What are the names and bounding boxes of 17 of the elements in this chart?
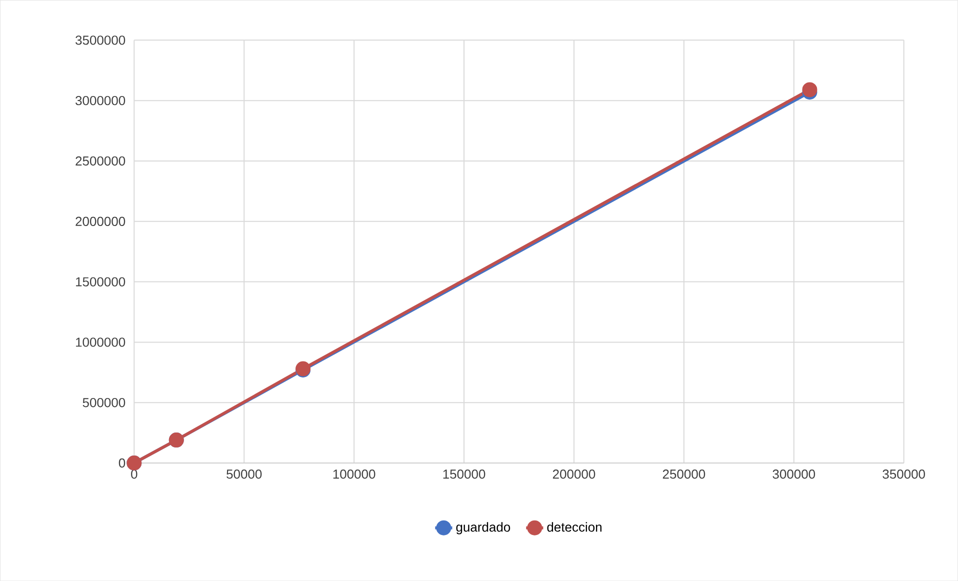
y-tick-label: 3500000 xyxy=(76,36,126,45)
y-tick-label: 1000000 xyxy=(76,338,126,347)
x-tick-label: 150000 xyxy=(443,469,486,479)
x-tick-label: 100000 xyxy=(333,469,376,479)
x-tick-label: 200000 xyxy=(552,469,596,479)
legend-label: deteccion xyxy=(547,522,602,532)
x-tick-label: 50000 xyxy=(226,469,262,479)
y-tick-label: 3000000 xyxy=(76,96,126,106)
x-tick-label: 300000 xyxy=(772,469,816,479)
y-tick-label: 0 xyxy=(118,458,126,468)
y-tick-label: 500000 xyxy=(82,398,126,408)
y-tick-label: 2500000 xyxy=(76,156,126,166)
x-tick-label: 250000 xyxy=(662,469,706,479)
y-tick-label: 2000000 xyxy=(76,216,126,226)
x-tick-label: 350000 xyxy=(882,469,925,479)
legend-label: guardado xyxy=(456,522,510,534)
y-tick-label: 1500000 xyxy=(76,277,126,286)
